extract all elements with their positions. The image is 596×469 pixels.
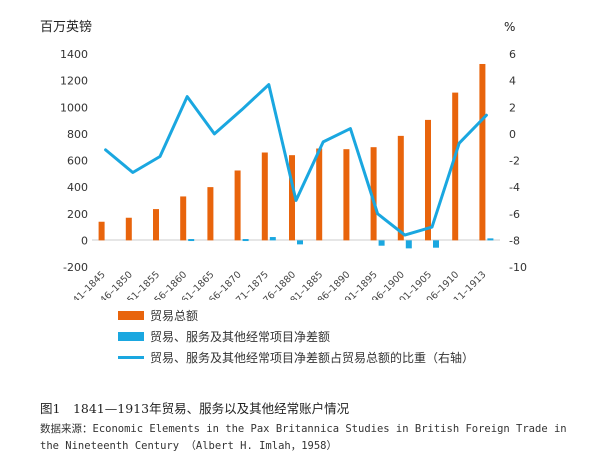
figure-caption: 图1 1841—1913年贸易、服务以及其他经常账户情况	[40, 401, 350, 416]
legend: 贸易总额 贸易、服务及其他经常项目净差额 贸易、服务及其他经常项目净差额占贸易总…	[118, 306, 474, 369]
bar-net-balance	[242, 239, 249, 242]
bar-trade-total	[207, 187, 214, 241]
left-tick-label: -200	[63, 261, 88, 274]
chart-area: 百万英镑 % -200 0 200 400 600 800 1000 1200 1400 -10…	[40, 19, 527, 300]
bar-trade-total	[180, 196, 187, 241]
right-tick-label: -10	[509, 261, 527, 274]
bar-net-balance	[433, 240, 439, 248]
left-tick-label: 1000	[60, 101, 88, 114]
legend-item-net-balance: 贸易、服务及其他经常项目净差额	[118, 327, 474, 345]
bar-trade-total	[425, 119, 431, 241]
right-tick-label: 0	[509, 128, 516, 141]
data-source: 数据来源：Economic Elements in the Pax Britan…	[40, 423, 567, 452]
right-tick-label: -4	[509, 181, 520, 194]
bar-trade-total	[153, 209, 159, 241]
legend-swatch-blue	[118, 331, 144, 341]
left-tick-label: 800	[67, 128, 88, 141]
bar-trade-total	[370, 147, 377, 241]
right-tick-label: -8	[509, 234, 520, 247]
left-tick-label: 200	[67, 208, 88, 221]
legend-label: 贸易、服务及其他经常项目净差额	[150, 329, 331, 344]
legend-label: 贸易总额	[150, 308, 199, 323]
right-axis-unit: %	[504, 20, 515, 34]
legend-swatch-line	[118, 355, 144, 359]
bar-trade-total	[343, 149, 350, 241]
left-tick-label: 400	[67, 181, 88, 194]
left-axis: -200 0 200 400 600 800 1000 1200 1400	[60, 48, 88, 274]
right-tick-label: -6	[509, 208, 520, 221]
right-tick-label: 4	[509, 75, 516, 88]
bar-trade-total	[125, 217, 132, 241]
bar-net-balance	[188, 239, 195, 242]
bar-net-balance	[405, 240, 412, 249]
bar-net-balance	[297, 240, 303, 245]
bar-trade-total	[397, 135, 404, 241]
bar-trade-total	[261, 152, 268, 241]
x-axis: 1841–18451846–18501851–18551856–18601861…	[62, 269, 488, 300]
bar-net-balance	[487, 238, 494, 241]
bar-trade-total	[452, 92, 459, 241]
bar-trade-total	[479, 63, 486, 241]
legend-item-trade-total: 贸易总额	[118, 306, 474, 324]
legend-swatch-orange	[118, 310, 144, 320]
ratio-line	[104, 83, 488, 237]
left-tick-label: 1400	[60, 48, 88, 61]
bar-trade-total	[316, 148, 323, 241]
right-axis: -10 -8 -6 -4 -2 0 2 4 6	[509, 48, 527, 274]
legend-item-ratio: 贸易、服务及其他经常项目净差额占贸易总额的比重（右轴）	[118, 348, 474, 366]
left-tick-label: 0	[81, 234, 88, 247]
bar-trade-total	[289, 155, 295, 241]
left-tick-label: 1200	[60, 75, 88, 88]
bar-series	[98, 63, 494, 249]
right-tick-label: 6	[509, 48, 516, 61]
bar-net-balance	[269, 237, 276, 241]
left-axis-unit: 百万英镑	[40, 19, 92, 35]
bar-trade-total	[98, 221, 105, 241]
bar-trade-total	[234, 170, 241, 241]
left-tick-label: 600	[67, 155, 88, 168]
right-tick-label: -2	[509, 155, 520, 168]
right-tick-label: 2	[509, 101, 516, 114]
legend-label: 贸易、服务及其他经常项目净差额占贸易总额的比重（右轴）	[150, 350, 475, 365]
bar-net-balance	[378, 240, 385, 246]
line-series	[104, 83, 488, 237]
